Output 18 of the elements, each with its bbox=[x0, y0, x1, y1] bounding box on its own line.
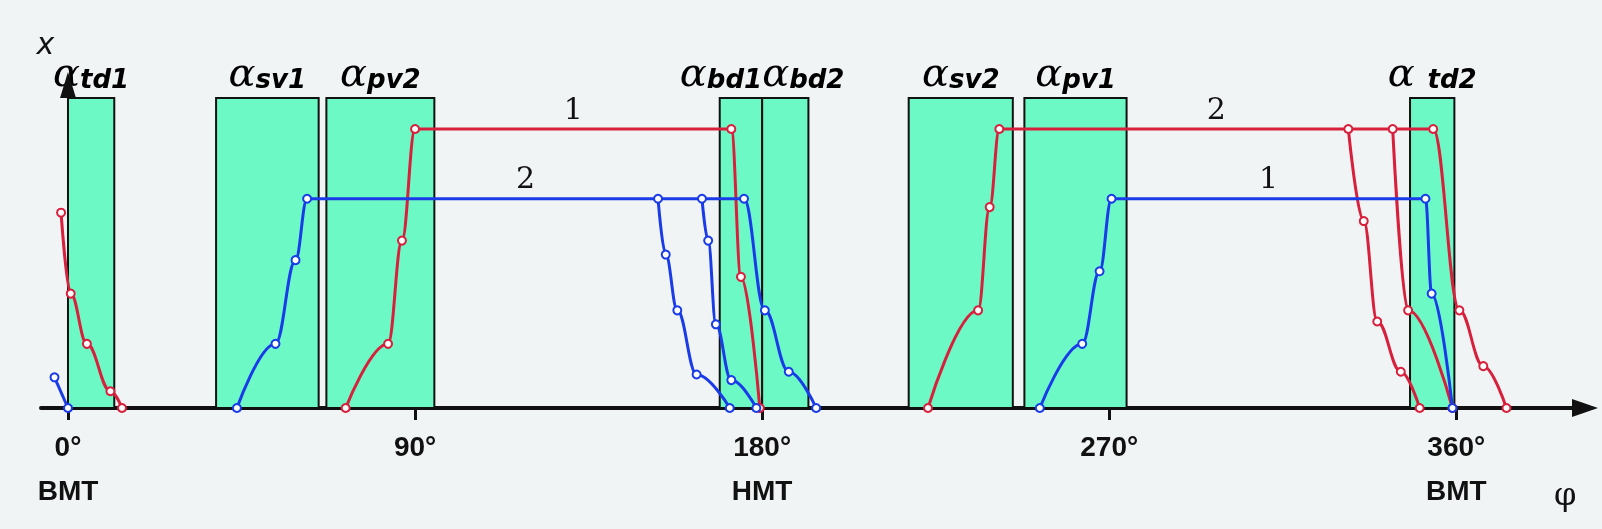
series-label: 1 bbox=[1258, 160, 1279, 196]
series-label: 1 bbox=[563, 90, 583, 126]
band-label: αsv1 bbox=[228, 49, 307, 95]
band-label: αpv2 bbox=[340, 49, 421, 95]
x-axis-title: φ bbox=[1554, 475, 1577, 513]
series-label: 2 bbox=[516, 160, 536, 196]
x-tick-label: 90° bbox=[393, 430, 437, 462]
band-label: αpv1 bbox=[1035, 49, 1116, 95]
series-label: 2 bbox=[1206, 90, 1226, 126]
x-tick-label: 0° BMT bbox=[37, 430, 99, 506]
y-axis-title: x bbox=[35, 25, 55, 61]
band-label: αbd1 bbox=[679, 49, 763, 95]
x-tick-label: 270° bbox=[1080, 430, 1139, 462]
band-label: α td2 bbox=[1387, 49, 1477, 95]
x-tick-label: 180° HMT bbox=[731, 430, 793, 506]
band-label: αbd2 bbox=[762, 49, 845, 95]
x-tick-label: 360° BMT bbox=[1425, 430, 1487, 506]
band-label: αsv2 bbox=[921, 49, 1000, 95]
